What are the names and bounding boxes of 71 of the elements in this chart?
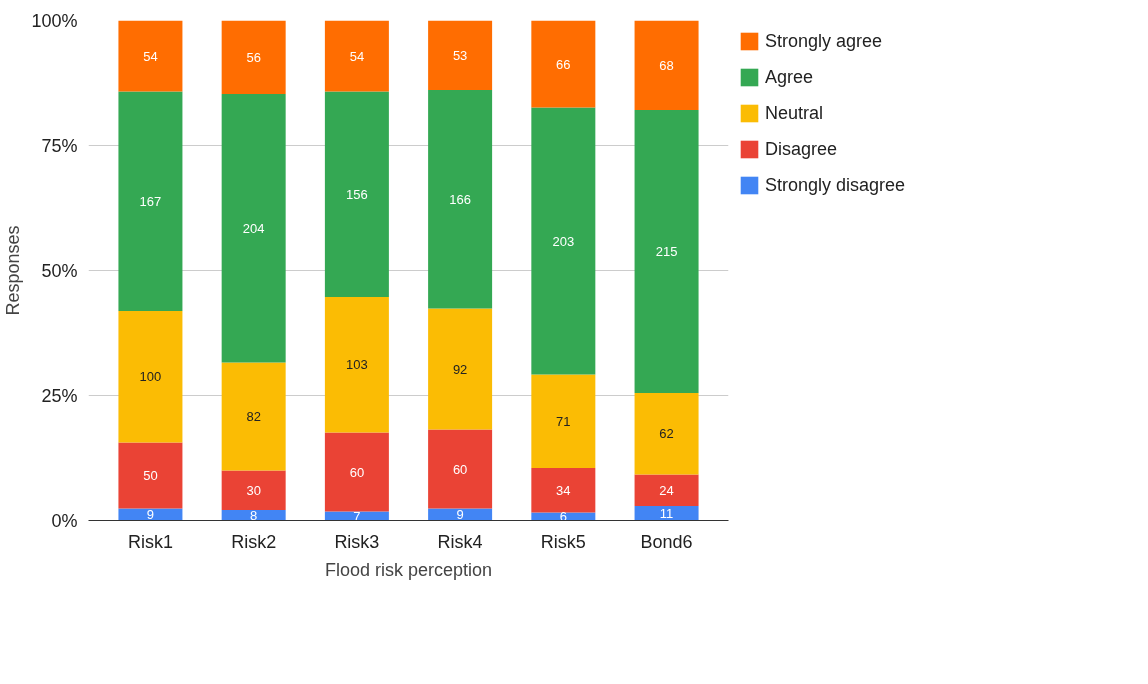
bar <box>324 20 389 92</box>
y-tick-label: 0% <box>51 510 78 531</box>
bar <box>531 374 596 468</box>
bar <box>531 20 596 108</box>
bar <box>634 110 699 393</box>
annotation: 30 <box>246 482 261 498</box>
y-tick-label: 100% <box>31 10 78 31</box>
bar <box>221 94 286 363</box>
bar <box>221 362 286 471</box>
bar <box>531 107 596 375</box>
bar <box>324 297 389 433</box>
annotation: 53 <box>452 47 468 63</box>
bar <box>531 468 596 513</box>
annotation: 11 <box>659 505 674 521</box>
annotation: 60 <box>349 464 365 480</box>
annotation: 50 <box>143 468 158 483</box>
bar <box>118 20 183 92</box>
bar <box>324 432 389 512</box>
annotation: 82 <box>246 409 261 424</box>
bar <box>118 91 183 311</box>
annotation: 204 <box>242 220 265 236</box>
x-tick-label: Risk3 <box>334 531 380 552</box>
x-tick-label: Bond6 <box>640 531 693 552</box>
annotation: 203 <box>552 233 575 249</box>
annotation: 71 <box>556 413 571 429</box>
bar <box>428 308 493 430</box>
bar <box>634 474 699 506</box>
bar <box>324 91 389 297</box>
bar <box>118 442 183 509</box>
annotation: 60 <box>452 461 468 477</box>
annotation: 54 <box>349 48 365 64</box>
x-tick-label: Risk4 <box>437 531 483 552</box>
y-axis-title: Responses <box>3 225 24 316</box>
legend-label: Disagree <box>765 138 838 160</box>
annotation: 62 <box>659 426 674 442</box>
annotation: 24 <box>659 482 674 498</box>
annotation: 34 <box>556 482 571 498</box>
annotation: 9 <box>456 507 464 522</box>
x-axis-title: Flood risk perception <box>324 559 493 580</box>
bar <box>634 393 699 475</box>
bar <box>428 90 493 309</box>
bar <box>221 20 286 94</box>
bar <box>634 506 699 521</box>
annotation: 100 <box>139 369 162 385</box>
annotation: 54 <box>143 48 158 64</box>
x-tick-label: Risk1 <box>127 531 173 552</box>
bar <box>118 311 183 443</box>
annotation: 215 <box>655 244 678 259</box>
bar <box>634 20 699 110</box>
x-tick-label: Risk5 <box>540 531 586 552</box>
bar <box>221 470 286 510</box>
y-tick-label: 75% <box>41 135 78 156</box>
annotation: 156 <box>346 186 368 202</box>
annotation: 103 <box>346 357 368 373</box>
legend-label: Strongly disagree <box>765 174 906 196</box>
y-tick-label: 25% <box>41 385 78 406</box>
annotation: 167 <box>139 193 162 209</box>
legend-label: Agree <box>765 66 814 88</box>
annotation: 8 <box>250 507 258 523</box>
bar <box>428 429 493 509</box>
annotation: 56 <box>246 49 261 65</box>
x-tick-label: Risk2 <box>231 531 277 552</box>
annotation: 92 <box>452 361 468 377</box>
bar <box>428 20 493 90</box>
annotation: 66 <box>556 56 571 72</box>
legend-label: Strongly agree <box>765 30 883 52</box>
legend-label: Neutral <box>765 102 824 124</box>
annotation: 166 <box>449 191 471 207</box>
annotation: 68 <box>659 57 674 73</box>
annotation: 9 <box>146 507 155 522</box>
y-tick-label: 50% <box>41 260 78 281</box>
